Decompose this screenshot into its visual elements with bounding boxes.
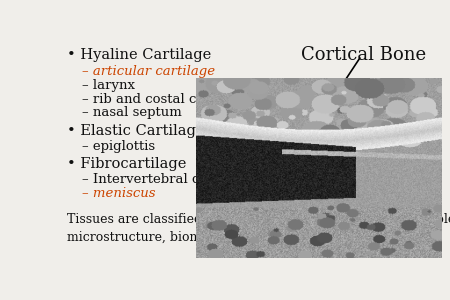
Text: Tissues are classified by their biochemical composition, molecular
microstructur: Tissues are classified by their biochemi… <box>67 213 450 244</box>
Text: Trabecular Bone: Trabecular Bone <box>257 78 375 92</box>
Text: • Fibrocartilage: • Fibrocartilage <box>67 157 186 171</box>
Text: • Hyaline Cartilage: • Hyaline Cartilage <box>67 47 211 61</box>
Text: – Intervertebral disk: – Intervertebral disk <box>82 173 220 186</box>
Text: • Elastic Cartilage: • Elastic Cartilage <box>67 124 204 138</box>
Text: – meniscus: – meniscus <box>82 187 156 200</box>
Text: Meniscus: Meniscus <box>215 139 300 156</box>
Text: – articular cartilage: – articular cartilage <box>82 65 216 78</box>
Text: – rib and costal cartilage: – rib and costal cartilage <box>82 93 249 106</box>
Text: – epiglottis: – epiglottis <box>82 140 156 153</box>
Text: Cortical Bone: Cortical Bone <box>301 46 426 64</box>
Text: – larynx: – larynx <box>82 79 135 92</box>
Text: Articular
Cartilage: Articular Cartilage <box>320 143 403 180</box>
Text: – nasal septum: – nasal septum <box>82 106 182 119</box>
